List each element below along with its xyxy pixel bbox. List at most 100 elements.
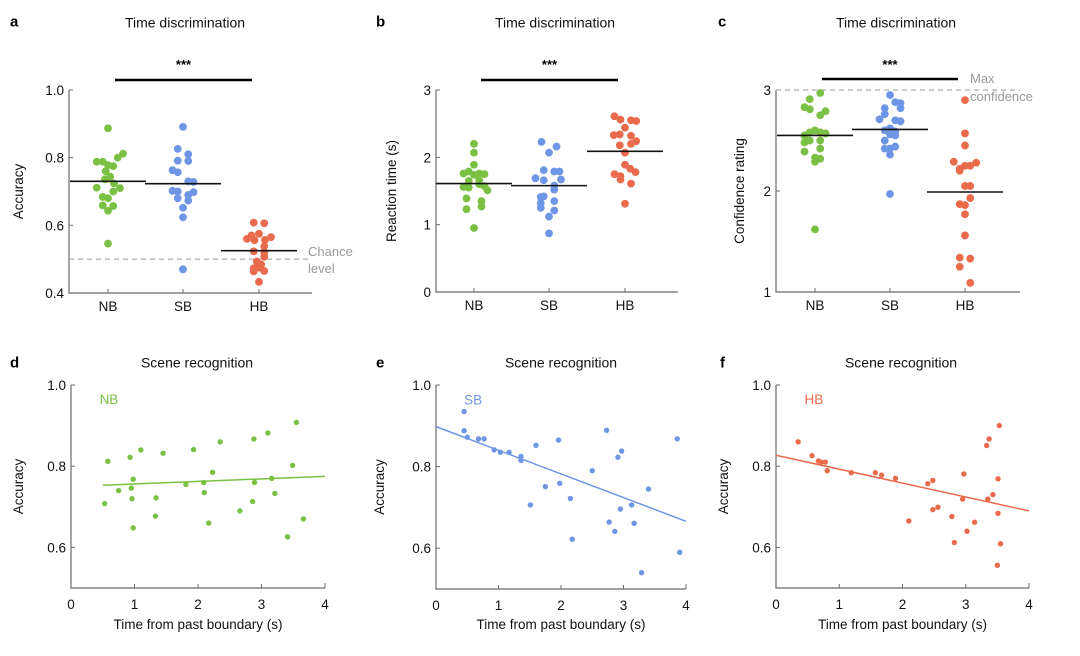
data-point xyxy=(470,160,478,169)
data-point xyxy=(616,175,625,184)
data-point xyxy=(621,123,629,132)
data-point xyxy=(959,496,966,502)
panel-letter: f xyxy=(720,354,726,371)
data-point xyxy=(179,213,187,222)
data-point xyxy=(470,139,478,148)
data-point xyxy=(896,117,905,126)
data-point xyxy=(109,187,118,196)
data-point xyxy=(160,450,166,456)
group-label: NB xyxy=(100,392,119,407)
data-point xyxy=(983,442,990,449)
panel-c: c Time discrimination 1 2 3 Confidence rating… xyxy=(718,13,1033,313)
data-point xyxy=(552,142,561,151)
data-point xyxy=(518,453,524,460)
data-point xyxy=(822,459,829,465)
data-point xyxy=(949,513,955,520)
y-axis-label: Confidence rating xyxy=(732,138,747,244)
data-point xyxy=(610,170,619,179)
data-point xyxy=(104,206,112,215)
data-point xyxy=(464,183,473,192)
data-point xyxy=(809,452,815,459)
data-point xyxy=(497,449,504,456)
data-point xyxy=(130,525,136,531)
data-point xyxy=(483,186,492,195)
significance-stars: *** xyxy=(176,57,192,72)
data-point xyxy=(621,199,629,208)
data-point xyxy=(805,105,814,114)
y-tick-label: 1 xyxy=(763,285,771,300)
data-point xyxy=(631,168,640,177)
group-label: HB xyxy=(804,392,823,407)
x-tick-label: 3 xyxy=(258,597,266,612)
data-point xyxy=(872,469,879,476)
regression-line xyxy=(102,475,326,487)
data-point xyxy=(627,139,635,148)
data-point xyxy=(477,202,486,211)
data-point xyxy=(555,437,562,443)
data-point xyxy=(201,489,208,496)
data-point xyxy=(966,182,975,190)
data-point xyxy=(462,194,471,203)
panel-b: b Time discrimination 0 1 2 3 Reaction time (s… xyxy=(376,13,678,313)
panel-title: Scene recognition xyxy=(141,354,253,370)
x-tick-label: HB xyxy=(250,299,269,314)
data-point xyxy=(896,104,905,113)
data-point xyxy=(173,187,182,196)
data-point xyxy=(627,179,635,188)
x-tick-label: 2 xyxy=(194,597,202,612)
x-tick-label: HB xyxy=(616,298,635,313)
data-point xyxy=(104,194,112,203)
data-point xyxy=(249,267,258,276)
data-point xyxy=(206,520,212,526)
significance-stars: *** xyxy=(882,57,898,72)
data-point xyxy=(878,472,885,478)
x-axis-label: Time from past boundary (s) xyxy=(476,617,645,632)
data-point xyxy=(179,122,187,131)
data-point xyxy=(480,170,489,179)
data-point xyxy=(537,137,546,146)
reference-line-label: Max xyxy=(970,71,995,86)
data-point xyxy=(260,242,269,251)
data-point xyxy=(104,239,112,248)
data-point xyxy=(891,131,900,140)
panel-letter: c xyxy=(718,13,726,30)
y-tick-label: 1.0 xyxy=(47,378,66,393)
data-point xyxy=(470,170,478,179)
data-point xyxy=(961,231,969,240)
x-tick-label: SB xyxy=(174,299,192,314)
data-point xyxy=(925,480,931,487)
data-point xyxy=(618,448,625,454)
data-point xyxy=(955,253,964,262)
data-point xyxy=(152,513,159,519)
data-point xyxy=(645,486,652,492)
y-tick-label: 2 xyxy=(763,184,771,199)
x-tick-label: 0 xyxy=(772,597,780,612)
data-point xyxy=(567,495,574,502)
data-point xyxy=(961,96,969,104)
x-tick-label: 1 xyxy=(131,597,139,612)
x-tick-label: NB xyxy=(99,299,118,314)
data-point xyxy=(545,148,553,157)
data-point xyxy=(261,235,269,244)
panel-f: f Scene recognition 0.6 0.8 1.0 Accuracy 0 1 2 3 4… xyxy=(716,354,1033,632)
reference-line-label: level xyxy=(308,261,335,276)
data-point xyxy=(115,487,122,494)
data-point xyxy=(972,158,981,167)
data-point xyxy=(677,549,683,555)
data-point xyxy=(153,495,159,501)
data-point xyxy=(966,194,975,202)
data-point xyxy=(848,469,854,476)
data-point xyxy=(821,107,830,116)
series-sb xyxy=(461,408,683,576)
data-point xyxy=(986,436,992,442)
data-point xyxy=(818,459,825,465)
y-tick-label: 0.4 xyxy=(45,286,64,301)
data-point xyxy=(293,419,300,426)
data-point xyxy=(951,539,958,546)
data-point xyxy=(995,510,1001,516)
data-point xyxy=(260,219,269,228)
data-point xyxy=(249,498,256,505)
data-point xyxy=(243,234,251,243)
data-point xyxy=(190,446,197,453)
panel-d: d Scene recognition 0.6 0.8 1.0 Accuracy 0 1 2 3 4… xyxy=(10,354,329,632)
